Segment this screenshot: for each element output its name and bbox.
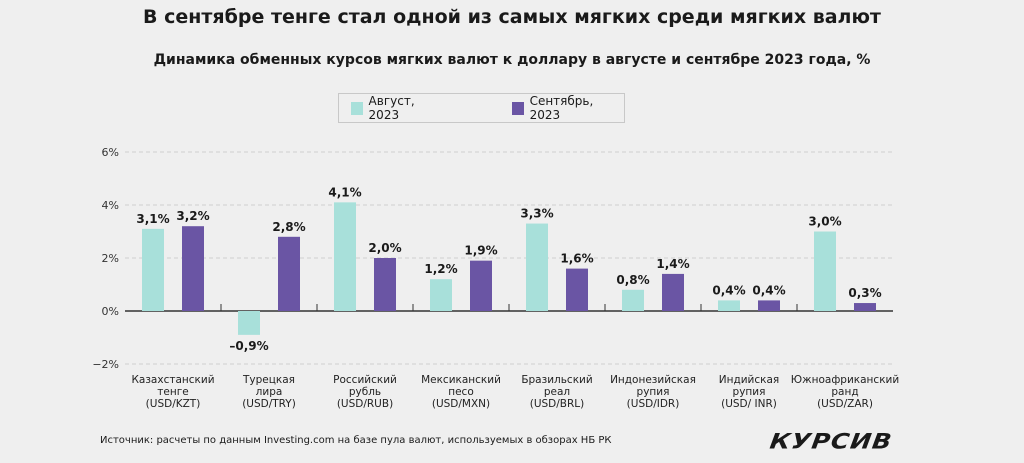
legend-label: Август, 2023 — [368, 94, 415, 122]
x-category-label: реал — [544, 386, 570, 398]
x-category-label: (USD/BRL) — [530, 398, 585, 410]
x-category-label: Российский — [333, 374, 397, 386]
x-category-label: Казахстанский — [131, 374, 214, 386]
x-category-label: Мексиканский — [421, 374, 501, 386]
bar-september — [278, 236, 300, 311]
y-tick-label: 4% — [102, 199, 119, 212]
x-category-label: Бразильский — [521, 374, 592, 386]
x-category-label: (USD/TRY) — [242, 398, 296, 410]
x-category-label: рупия — [637, 386, 670, 398]
x-category-label: (USD/MXN) — [432, 398, 490, 410]
bar-september — [566, 268, 588, 311]
bar-august — [526, 223, 548, 311]
data-label: 1,9% — [464, 244, 497, 258]
x-category-label: Южноафриканский — [791, 374, 899, 386]
chart-title: В сентябре тенге стал одной из самых мяг… — [143, 6, 881, 28]
x-category-label: Индонезийская — [610, 374, 696, 386]
y-tick-label: 0% — [102, 305, 119, 318]
y-tick-label: 6% — [102, 146, 119, 159]
x-category-label: (USD/IDR) — [627, 398, 680, 410]
x-category-label: (USD/RUB) — [337, 398, 393, 410]
x-category-label: Турецкая — [242, 374, 295, 386]
x-category-label: рупия — [733, 386, 766, 398]
bar-september — [854, 303, 876, 311]
x-category-label: ранд — [831, 386, 858, 398]
x-category-label: рубль — [349, 386, 381, 398]
bar-august — [238, 311, 260, 335]
x-category-label: песо — [448, 386, 474, 398]
bar-august — [334, 202, 356, 311]
legend-swatch-august — [351, 101, 363, 115]
x-category-label: (USD/ZAR) — [817, 398, 873, 410]
chart-subtitle: Динамика обменных курсов мягких валют к … — [153, 52, 871, 68]
data-label: 1,4% — [656, 257, 689, 271]
legend-swatch-september — [512, 101, 524, 115]
x-category-label: Индийская — [719, 374, 780, 386]
x-category-label: лира — [256, 386, 283, 398]
data-label: –0,9% — [229, 339, 268, 353]
bar-september — [470, 260, 492, 311]
legend-label: Сентябрь, 2023 — [529, 94, 594, 122]
kursiv-logo: КУРСИВ — [768, 429, 895, 454]
legend-item-september: Сентябрь, 2023 — [512, 94, 624, 122]
data-label: 2,0% — [368, 241, 401, 255]
data-label: 0,3% — [848, 286, 881, 300]
x-category-label: (USD/KZT) — [146, 398, 201, 410]
data-label: 3,2% — [176, 209, 209, 223]
data-label: 0,4% — [752, 283, 785, 297]
data-label: 3,3% — [520, 207, 553, 221]
bar-september — [662, 273, 684, 311]
data-label: 0,8% — [616, 273, 649, 287]
data-label: 3,0% — [808, 215, 841, 229]
y-tick-label: −2% — [92, 358, 119, 371]
bar-august — [622, 289, 644, 311]
bar-august — [814, 231, 836, 311]
data-label: 0,4% — [712, 283, 745, 297]
legend: Август, 2023 Сентябрь, 2023 — [338, 93, 625, 123]
x-category-label: тенге — [157, 386, 188, 398]
data-label: 1,2% — [424, 262, 457, 276]
data-label: 4,1% — [328, 185, 361, 199]
bar-august — [142, 228, 164, 311]
bar-september — [374, 258, 396, 311]
bar-august — [718, 300, 740, 311]
legend-item-august: Август, 2023 — [351, 94, 446, 122]
data-label: 1,6% — [560, 252, 593, 266]
bar-september — [758, 300, 780, 311]
x-category-label: (USD/ INR) — [721, 398, 777, 410]
data-label: 2,8% — [272, 220, 305, 234]
y-tick-label: 2% — [102, 252, 119, 265]
bar-august — [430, 279, 452, 311]
data-label: 3,1% — [136, 212, 169, 226]
bar-september — [182, 226, 204, 311]
source-note: Источник: расчеты по данным Investing.co… — [100, 435, 612, 446]
